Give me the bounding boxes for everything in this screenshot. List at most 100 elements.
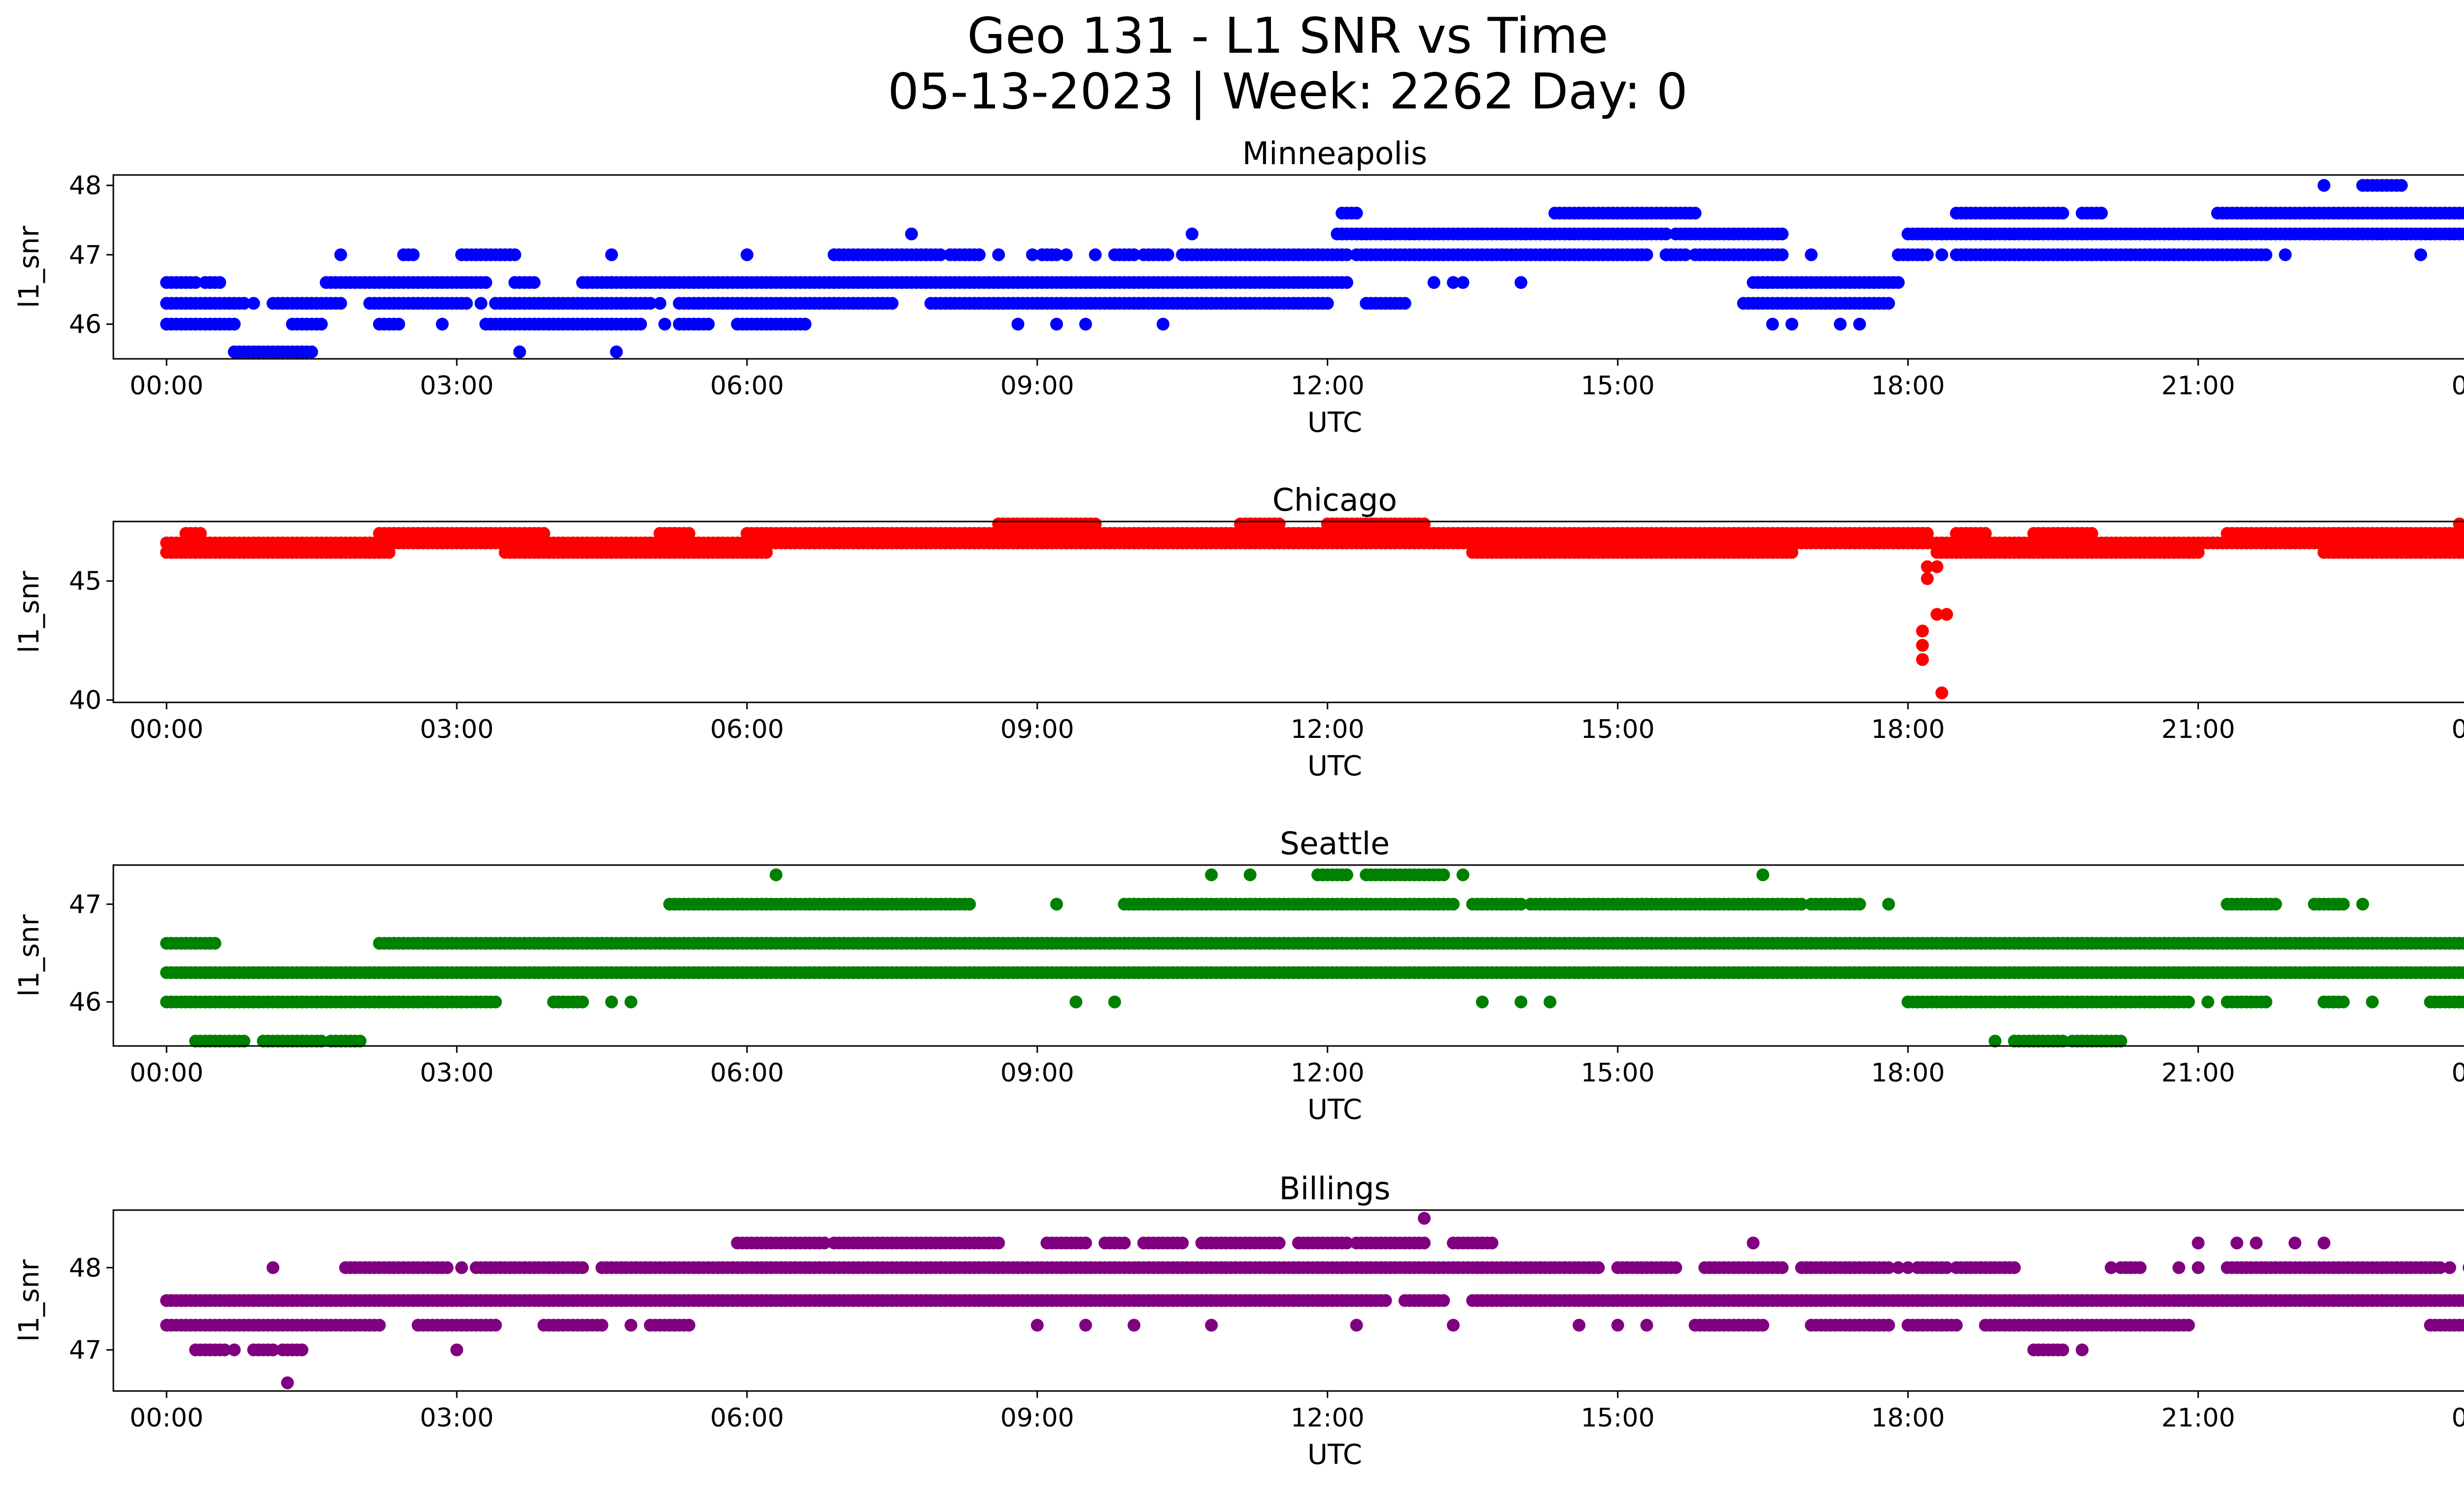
data-point: [605, 276, 618, 289]
data-point: [1185, 227, 1198, 241]
data-point: [1079, 1236, 1092, 1250]
data-point: [1340, 276, 1354, 289]
subplot-title: Billings: [1279, 1171, 1391, 1207]
data-point: [1776, 227, 1789, 241]
figure-title-line1: Geo 131 - L1 SNR vs Time: [967, 7, 1608, 65]
data-point: [605, 248, 618, 261]
data-point: [1272, 517, 1286, 530]
x-tick-label: 00:00: [130, 715, 204, 744]
data-point: [2317, 179, 2330, 192]
x-tick-label: 00:00: [2452, 715, 2464, 744]
data-point: [1011, 317, 1025, 331]
data-point: [905, 227, 918, 241]
data-point: [1746, 1236, 1760, 1250]
data-point: [194, 527, 207, 540]
data-point: [2317, 1236, 2330, 1250]
data-point: [513, 345, 526, 358]
data-point: [1669, 1261, 1682, 1274]
x-tick-label: 09:00: [1000, 371, 1074, 401]
x-tick-label: 09:00: [1000, 1058, 1074, 1088]
data-point: [1350, 207, 1363, 220]
data-point: [760, 546, 773, 559]
scatter-series: [160, 179, 2464, 358]
data-point: [2085, 527, 2098, 540]
data-point: [1060, 248, 1073, 261]
y-tick-label: 47: [69, 241, 102, 270]
data-point: [1176, 1236, 1189, 1250]
data-point: [2356, 898, 2369, 911]
y-axis-label: l1_snr: [13, 225, 45, 308]
data-point: [373, 1319, 386, 1332]
data-point: [247, 297, 260, 310]
x-tick-label: 03:00: [420, 715, 494, 744]
y-axis-label: l1_snr: [13, 914, 45, 997]
data-point: [576, 995, 589, 1008]
data-point: [1446, 898, 1460, 911]
data-point: [2458, 207, 2464, 220]
data-point: [1640, 248, 1653, 261]
data-point: [2008, 1261, 2021, 1274]
data-point: [992, 1236, 1005, 1250]
data-point: [1756, 1319, 1770, 1332]
data-point: [1853, 898, 1866, 911]
data-point: [2191, 546, 2205, 559]
data-point: [658, 317, 672, 331]
data-point: [1659, 248, 1673, 261]
data-point: [2463, 548, 2464, 556]
data-point: [1940, 608, 1953, 621]
x-tick-label: 00:00: [2452, 371, 2464, 401]
data-point: [624, 995, 638, 1008]
x-tick-label: 00:00: [130, 371, 204, 401]
data-point: [334, 248, 347, 261]
data-point: [238, 297, 251, 310]
data-point: [1935, 686, 1949, 699]
x-axis-label: UTC: [1307, 750, 1362, 782]
data-point: [1514, 276, 1528, 289]
figure-title-line2: 05-13-2023 | Week: 2262 Day: 0: [888, 63, 1687, 120]
data-point: [2288, 1236, 2301, 1250]
data-point: [1379, 1294, 1392, 1307]
y-axis-label: l1_snr: [13, 570, 45, 653]
data-point: [1805, 248, 1818, 261]
data-point: [1916, 653, 1929, 666]
subplot-title: Chicago: [1272, 482, 1397, 518]
data-point: [634, 317, 647, 331]
data-point: [2259, 995, 2273, 1008]
data-point: [2250, 1236, 2263, 1250]
x-tick-label: 12:00: [1291, 1058, 1365, 1088]
data-point: [305, 345, 318, 358]
data-point: [1475, 995, 1489, 1008]
data-point: [934, 248, 947, 261]
data-point: [1437, 868, 1450, 881]
data-point: [1026, 248, 1039, 261]
data-point: [228, 317, 241, 331]
data-point: [1243, 868, 1257, 881]
data-point: [2230, 1236, 2244, 1250]
subplot-title: Seattle: [1280, 826, 1390, 862]
data-point: [2259, 248, 2273, 261]
data-point: [1930, 560, 1944, 573]
y-tick-label: 48: [69, 171, 102, 201]
data-point: [2458, 227, 2464, 241]
data-point: [1785, 317, 1799, 331]
data-point: [1688, 207, 1702, 220]
data-point: [1340, 248, 1354, 261]
data-point: [1901, 248, 1915, 261]
data-point: [1630, 248, 1643, 261]
data-point: [189, 276, 202, 289]
data-point: [1901, 1261, 1915, 1274]
x-tick-label: 21:00: [2161, 1058, 2235, 1088]
data-point: [489, 1319, 502, 1332]
x-axis-label: UTC: [1307, 1094, 1362, 1126]
data-point: [475, 297, 488, 310]
data-point: [2365, 995, 2379, 1008]
x-tick-label: 12:00: [1291, 371, 1365, 401]
data-point: [208, 937, 222, 950]
x-tick-label: 15:00: [1581, 1058, 1655, 1088]
data-point: [1756, 868, 1770, 881]
data-point: [2269, 898, 2282, 911]
data-point: [1543, 995, 1557, 1008]
